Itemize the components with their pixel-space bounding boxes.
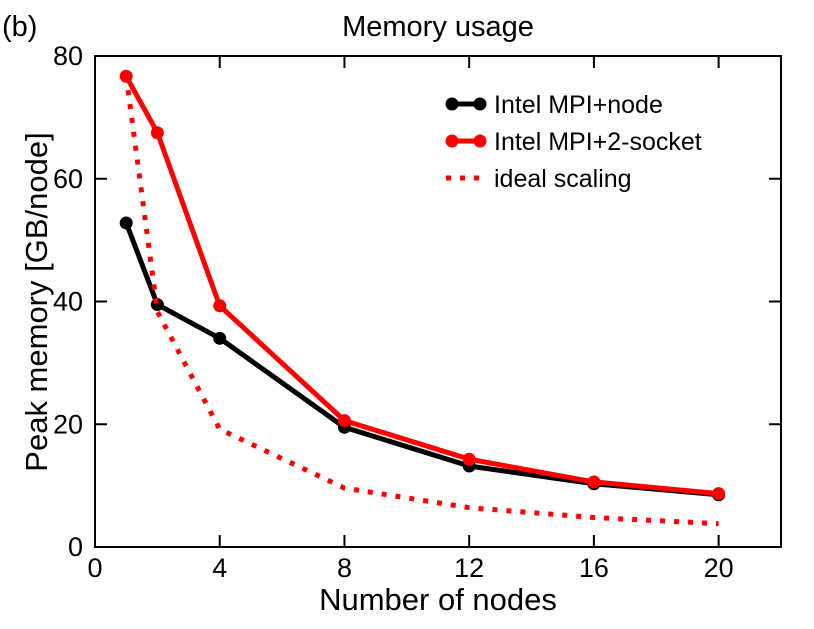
legend-marker	[445, 134, 459, 148]
x-tick-label: 12	[454, 553, 484, 583]
series-line-intel-mpi-node	[123, 222, 719, 498]
legend-label-ideal-scaling: ideal scaling	[494, 165, 632, 193]
data-point-intel-mpi-2-socket	[213, 299, 227, 313]
data-point-intel-mpi-node	[213, 331, 227, 345]
data-point-intel-mpi-2-socket	[119, 69, 133, 83]
axis-layer: 0 4 8 12 16 20 0 20 40 60 80	[53, 41, 781, 583]
data-point-intel-mpi-node	[119, 216, 133, 230]
data-point-intel-mpi-2-socket	[462, 452, 476, 466]
legend-marker	[445, 97, 459, 111]
legend-label-intel-mpi-2-socket: Intel MPI+2-socket	[494, 128, 702, 156]
x-tick-label: 20	[704, 553, 734, 583]
y-tick-label: 20	[53, 409, 83, 439]
y-tick-label: 60	[53, 164, 83, 194]
legend-marker	[473, 97, 487, 111]
y-tick-label: 0	[68, 532, 83, 562]
x-tick-label: 4	[212, 553, 227, 583]
data-point-intel-mpi-2-socket	[712, 487, 726, 501]
chart-title: Memory usage	[342, 11, 534, 43]
y-axis-title: Peak memory [GB/node]	[19, 132, 54, 471]
x-axis-title: Number of nodes	[319, 582, 557, 617]
y-tick-label: 40	[53, 287, 83, 317]
data-point-intel-mpi-2-socket	[587, 475, 601, 489]
legend-marker	[473, 134, 487, 148]
panel-label: (b)	[2, 11, 37, 43]
data-point-intel-mpi-2-socket	[337, 414, 351, 428]
x-tick-label: 16	[579, 553, 609, 583]
x-tick-label: 0	[87, 553, 102, 583]
x-tick-label: 8	[337, 553, 352, 583]
legend: Intel MPI+node Intel MPI+2-socket ideal sc…	[445, 91, 702, 193]
series-line-ideal-scaling	[123, 75, 719, 527]
y-tick-label: 80	[53, 41, 83, 71]
data-point-intel-mpi-2-socket	[150, 126, 164, 140]
legend-label-intel-mpi-node: Intel MPI+node	[494, 91, 663, 119]
series-layer	[119, 69, 726, 527]
